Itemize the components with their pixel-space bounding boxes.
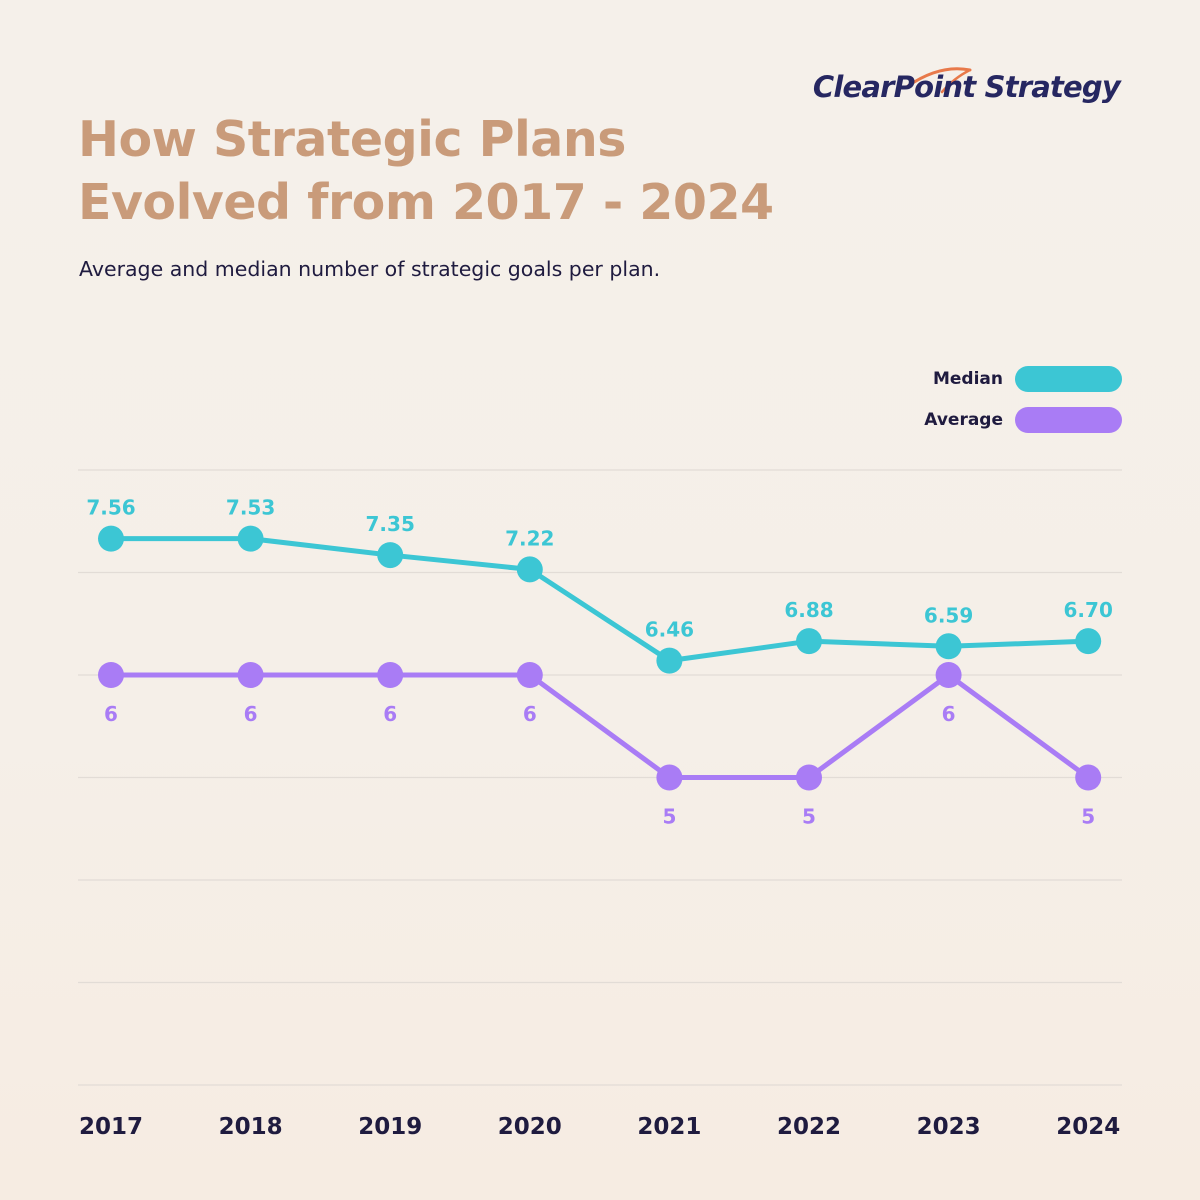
data-point bbox=[935, 633, 962, 660]
page-subtitle: Average and median number of strategic g… bbox=[79, 257, 661, 281]
brand-name: ClearPoint Strategy bbox=[812, 70, 1121, 104]
data-point bbox=[656, 647, 683, 674]
data-label: 6.59 bbox=[924, 603, 973, 627]
data-point bbox=[237, 662, 264, 688]
data-point bbox=[377, 662, 404, 688]
legend-label-average: Average bbox=[924, 410, 1003, 430]
data-label: 5 bbox=[662, 805, 676, 829]
data-point bbox=[935, 662, 962, 688]
title-line-1: How Strategic Plans bbox=[78, 111, 626, 168]
data-point bbox=[656, 764, 683, 791]
data-point bbox=[377, 542, 404, 569]
data-point bbox=[796, 764, 822, 791]
data-label: 7.35 bbox=[366, 512, 415, 536]
x-tick-label: 2018 bbox=[219, 1114, 283, 1140]
x-tick-label: 2024 bbox=[1056, 1114, 1120, 1140]
x-tick-label: 2020 bbox=[498, 1114, 562, 1140]
data-point bbox=[516, 662, 543, 688]
data-label: 7.56 bbox=[86, 496, 135, 520]
data-point bbox=[237, 525, 264, 552]
x-tick-label: 2022 bbox=[777, 1114, 841, 1140]
legend-label-median: Median bbox=[932, 369, 1003, 389]
data-label: 6 bbox=[383, 702, 397, 726]
legend-swatch-average bbox=[1015, 407, 1122, 433]
data-label: 5 bbox=[802, 805, 816, 829]
title-line-2: Evolved from 2017 - 2024 bbox=[78, 174, 774, 231]
data-point bbox=[1075, 628, 1102, 655]
brand-logo: ClearPoint Strategy bbox=[813, 66, 1130, 116]
chart-legend: Median Average bbox=[900, 366, 1125, 448]
data-label: 6.46 bbox=[645, 618, 694, 642]
data-label: 6.88 bbox=[784, 598, 833, 622]
data-label: 6 bbox=[523, 702, 537, 726]
legend-item-average: Average bbox=[900, 407, 1125, 434]
legend-item-median: Median bbox=[900, 366, 1125, 393]
data-point bbox=[98, 525, 124, 552]
data-point bbox=[796, 628, 822, 655]
data-point bbox=[98, 662, 124, 688]
x-tick-label: 2019 bbox=[358, 1114, 422, 1140]
legend-swatch-median bbox=[1015, 366, 1122, 392]
data-point bbox=[516, 556, 543, 583]
series-line-median bbox=[108, 536, 1091, 664]
series-line-average bbox=[108, 672, 1091, 780]
x-tick-label: 2023 bbox=[917, 1114, 981, 1140]
data-label: 6.70 bbox=[1064, 598, 1113, 622]
data-point bbox=[1075, 764, 1102, 791]
data-label: 7.22 bbox=[505, 526, 554, 550]
data-label: 6 bbox=[244, 702, 258, 726]
data-label: 5 bbox=[1081, 805, 1095, 829]
logo-swoosh-icon bbox=[906, 67, 972, 94]
x-tick-label: 2017 bbox=[79, 1114, 143, 1140]
x-tick-label: 2021 bbox=[637, 1114, 701, 1140]
data-label: 6 bbox=[942, 702, 956, 726]
data-label: 7.53 bbox=[226, 496, 275, 520]
page-title: How Strategic Plans Evolved from 2017 - … bbox=[78, 108, 878, 234]
data-label: 6 bbox=[104, 702, 118, 726]
